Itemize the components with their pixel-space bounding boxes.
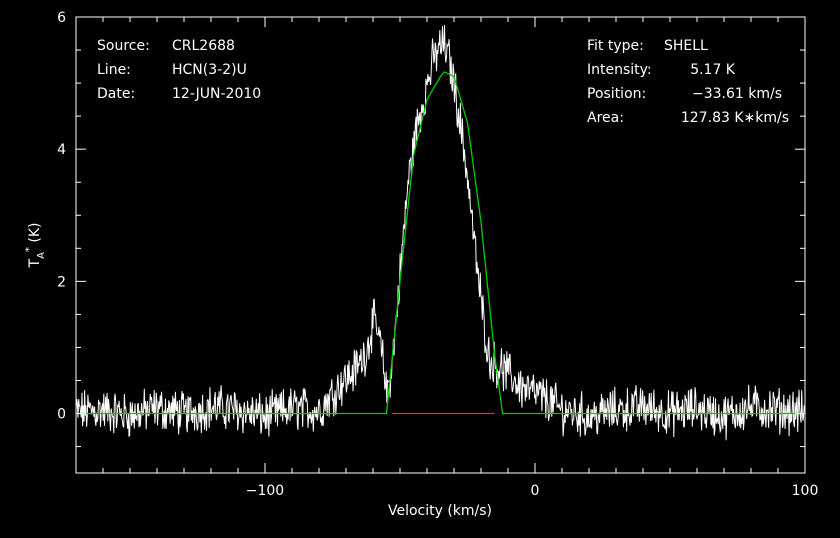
y-axis-label: TA* (K) [24,223,47,269]
info-left-key-1: Line: [97,62,131,78]
y-tick-label: 2 [57,274,66,290]
y-tick-label: 0 [57,407,66,423]
info-left-key-0: Source: [97,38,150,54]
x-tick-label: 100 [792,483,819,499]
y-axis-label-sup: * [24,247,35,252]
fit-curve [76,71,805,415]
y-tick-label: 4 [57,142,66,158]
y-tick-label: 6 [57,10,66,26]
info-right-key-0: Fit type: [587,38,644,54]
info-left-key-2: Date: [97,86,135,102]
x-tick-label: −100 [246,483,284,499]
info-block-right: Fit type: SHELL Intensity: 5.17 K Positi… [587,38,789,126]
y-axis-label-unit: (K) [27,223,43,248]
svg-text:TA* (K): TA* (K) [24,223,47,269]
info-block-left: Source: CRL2688 Line: HCN(3-2)U Date: 12… [97,38,261,102]
x-axis-label: Velocity (km/s) [388,503,492,519]
info-right-key-2: Position: [587,86,646,102]
spectrum-line [75,24,805,441]
info-right-key-3: Area: [587,110,624,126]
axis-marks: −100 0 100 0 2 4 6 [57,10,818,499]
x-tick-label: 0 [531,483,540,499]
fit-type-value: SHELL [664,38,708,54]
plot-area [75,24,805,441]
line-value: HCN(3-2)U [172,62,247,78]
intensity-value: 5.17 K [690,62,736,78]
date-value: 12-JUN-2010 [172,86,261,102]
y-axis-label-sub: A [36,252,47,259]
area-value: 127.83 K∗km/s [681,110,789,126]
position-value: −33.61 km/s [692,86,782,102]
y-axis-label-main: T [27,258,43,268]
plot-frame [75,16,806,474]
info-right-key-1: Intensity: [587,62,652,78]
source-value: CRL2688 [172,38,235,54]
